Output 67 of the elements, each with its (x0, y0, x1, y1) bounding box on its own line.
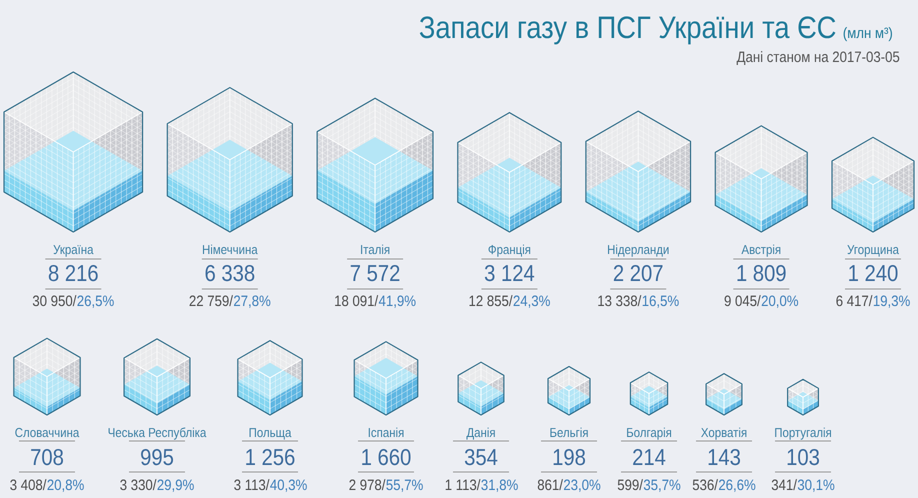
data-label: 20,8% (47, 480, 84, 492)
category-label: Нідерланди (608, 244, 669, 257)
data-label: 861/ (538, 479, 563, 490)
data-label: 143 (708, 448, 740, 466)
text: Дані станом на 2017-03-05 (736, 51, 900, 65)
data-label: 995 (141, 448, 174, 466)
data-label: 708 (31, 448, 64, 466)
data-label: 23,0% (564, 480, 600, 492)
data-label: 24,3% (514, 296, 550, 308)
data-label: 55,7% (386, 480, 423, 492)
data-label: 8 216 (48, 264, 98, 282)
category-label: Хорватія (701, 428, 746, 440)
category-label: Австрія (741, 244, 780, 257)
category-label: Бельгія (550, 428, 588, 438)
category-label: Польща (250, 428, 292, 440)
data-label: 198 (554, 448, 586, 466)
data-label: 18 091/ (335, 295, 378, 306)
data-label: 3 113/ (234, 479, 270, 490)
data-label: 3 408/ (10, 479, 46, 490)
data-label: 354 (464, 448, 498, 466)
data-label: 20,0% (762, 296, 798, 308)
data-label: 29,9% (158, 480, 194, 492)
data-label: 30 950/ (32, 295, 76, 306)
data-label: 12 855/ (470, 295, 513, 306)
data-label: 2 978/ (349, 479, 386, 490)
data-label: 2 207 (614, 264, 662, 282)
text: (млн м³) (844, 27, 892, 42)
data-label: 9 045/ (724, 295, 761, 306)
data-label: 1 240 (849, 264, 898, 282)
category-label: Угорщина (847, 245, 899, 257)
data-label: 3 330/ (120, 479, 156, 490)
data-label: 1 113/ (446, 479, 480, 490)
data-label: 22 759/ (190, 295, 233, 306)
data-label: 214 (633, 448, 666, 466)
category-label: Чеська Республіка (108, 427, 206, 440)
data-label: 1 809 (737, 264, 786, 282)
data-label: 6 338 (206, 264, 254, 282)
data-label: 16,5% (642, 296, 679, 308)
category-label: Україна (53, 245, 94, 257)
category-label: Франція (488, 244, 530, 257)
data-label: 6 417/ (836, 295, 872, 306)
data-label: 536/ (692, 479, 718, 490)
data-label: 103 (788, 448, 819, 466)
text: Запаси газу в ПСГ України та ЄС (420, 16, 836, 44)
data-label: 41,9% (378, 296, 416, 308)
data-label: 30,1% (798, 480, 834, 492)
category-label: Іспанія (368, 428, 404, 438)
data-label: 26,6% (719, 480, 756, 492)
data-label: 341/ (772, 479, 797, 490)
data-label: 1 256 (246, 448, 294, 466)
data-label: 40,3% (270, 480, 307, 492)
data-label: 27,8% (234, 296, 270, 308)
category-label: Данія (466, 428, 495, 440)
category-label: Португалія (775, 428, 831, 440)
category-label: Болгарія (627, 428, 672, 440)
data-label: 599/ (618, 479, 643, 490)
data-label: 19,3% (874, 296, 910, 308)
data-label: 1 660 (362, 448, 411, 466)
data-label: 35,7% (644, 480, 680, 492)
category-label: Німеччина (202, 244, 258, 254)
data-label: 31,8% (481, 480, 518, 492)
data-label: 13 338/ (598, 295, 642, 306)
data-label: 7 572 (350, 264, 400, 282)
data-label: 3 124 (484, 264, 534, 282)
data-label: 26,5% (77, 296, 114, 308)
category-label: Словаччина (15, 428, 80, 438)
category-label: Італія (361, 244, 390, 254)
